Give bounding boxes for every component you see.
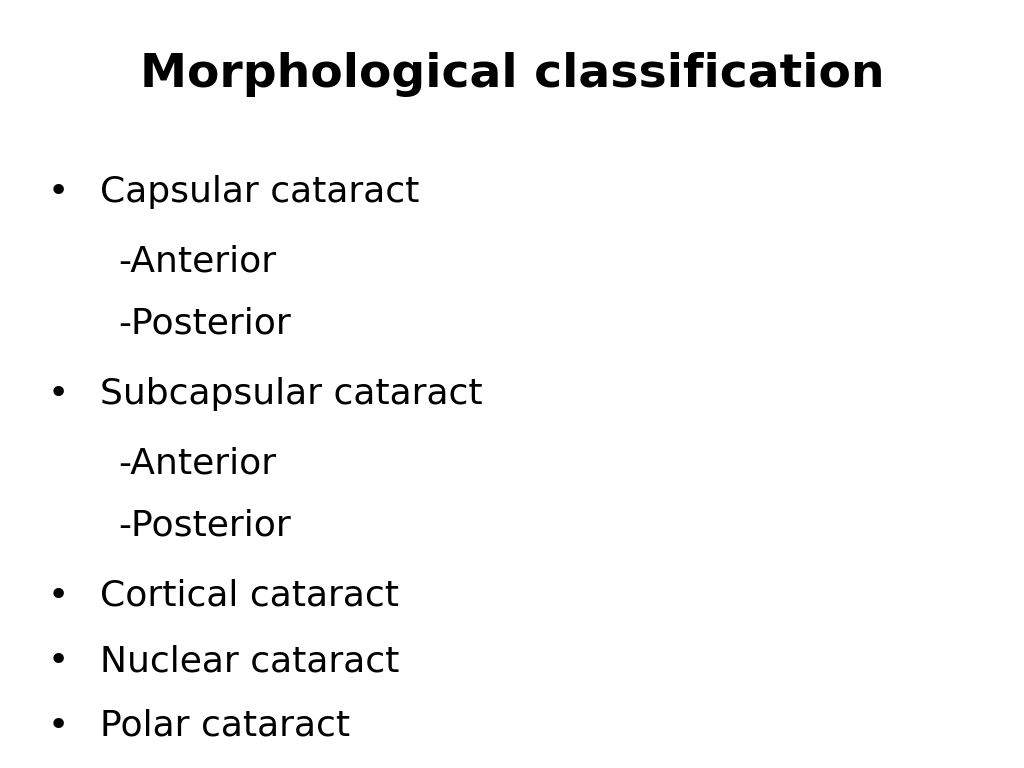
Text: -Posterior: -Posterior	[118, 307, 291, 341]
Text: Morphological classification: Morphological classification	[139, 52, 885, 97]
Text: Polar cataract: Polar cataract	[100, 709, 350, 743]
Text: •: •	[47, 175, 69, 209]
Text: •: •	[47, 579, 69, 613]
Text: -Posterior: -Posterior	[118, 509, 291, 543]
Text: Nuclear cataract: Nuclear cataract	[100, 644, 399, 678]
Text: •: •	[47, 644, 69, 678]
Text: -Anterior: -Anterior	[118, 447, 276, 481]
Text: Subcapsular cataract: Subcapsular cataract	[100, 377, 482, 411]
Text: •: •	[47, 377, 69, 411]
Text: Capsular cataract: Capsular cataract	[100, 175, 420, 209]
Text: -Anterior: -Anterior	[118, 245, 276, 279]
Text: •: •	[47, 709, 69, 743]
Text: Cortical cataract: Cortical cataract	[100, 579, 399, 613]
